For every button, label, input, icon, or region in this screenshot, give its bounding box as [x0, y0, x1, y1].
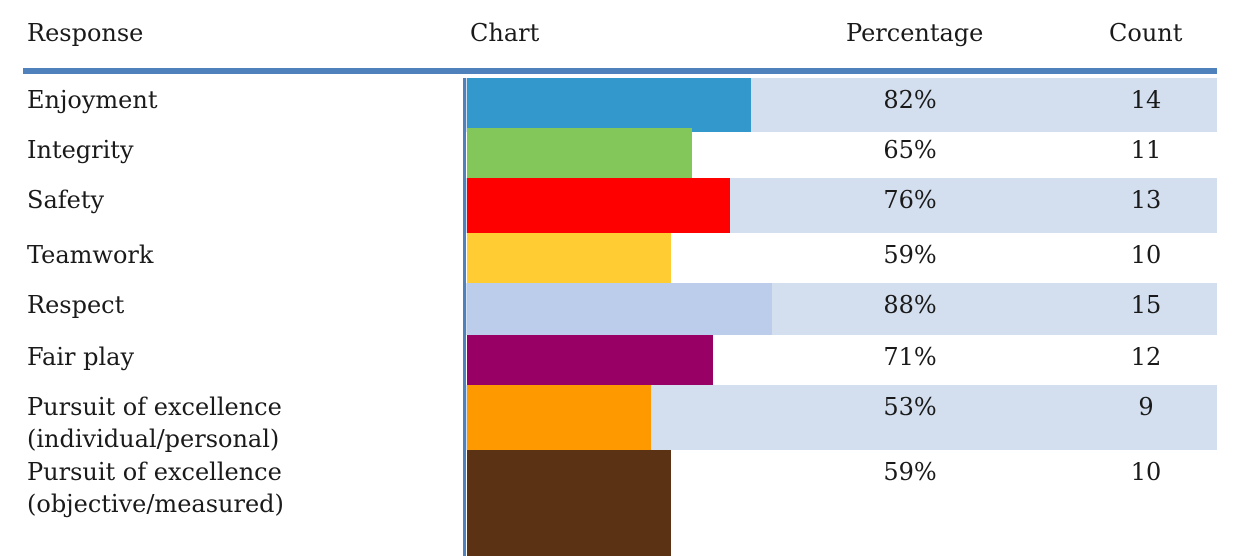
chart-axis-line — [463, 78, 466, 556]
header-count: Count — [1109, 19, 1183, 47]
table-row: Pursuit of excellence (objective/measure… — [0, 450, 1244, 556]
table-row: Pursuit of excellence (individual/person… — [0, 385, 1244, 453]
chart-bar — [467, 78, 751, 132]
table-row: Teamwork 59% 10 — [0, 233, 1244, 283]
percentage-value: 71% — [883, 343, 937, 371]
table-row: Respect 88% 15 — [0, 283, 1244, 335]
header-chart: Chart — [470, 19, 540, 47]
table-row: Safety 76% 13 — [0, 178, 1244, 233]
count-value: 11 — [1130, 136, 1162, 164]
chart-bar — [467, 450, 671, 556]
table-row: Enjoyment 82% 14 — [0, 78, 1244, 132]
response-label: Enjoyment — [27, 86, 158, 114]
percentage-value: 65% — [883, 136, 937, 164]
percentage-value: 88% — [883, 291, 937, 319]
count-value: 13 — [1130, 186, 1162, 214]
table-row: Fair play 71% 12 — [0, 335, 1244, 385]
percentage-value: 59% — [883, 241, 937, 269]
response-label: Fair play — [27, 343, 135, 371]
response-label: Pursuit of excellence (objective/measure… — [27, 458, 284, 518]
chart-bar — [467, 283, 772, 335]
chart-bar — [467, 335, 713, 385]
chart-bar — [467, 128, 692, 178]
chart-bar — [467, 178, 730, 233]
percentage-value: 76% — [883, 186, 937, 214]
chart-bar — [467, 233, 671, 283]
count-value: 15 — [1130, 291, 1162, 319]
response-label: Pursuit of excellence (individual/person… — [27, 393, 282, 453]
percentage-value: 82% — [883, 86, 937, 114]
percentage-value: 59% — [883, 458, 937, 486]
response-label: Integrity — [27, 136, 134, 164]
response-label: Safety — [27, 186, 105, 214]
chart-bar — [467, 385, 651, 450]
count-value: 9 — [1138, 393, 1154, 421]
count-value: 10 — [1130, 458, 1162, 486]
response-label: Respect — [27, 291, 125, 319]
count-value: 12 — [1130, 343, 1162, 371]
count-value: 10 — [1130, 241, 1162, 269]
percentage-value: 53% — [883, 393, 937, 421]
table-row: Integrity 65% 11 — [0, 128, 1244, 178]
header-response: Response — [27, 19, 144, 47]
response-label: Teamwork — [27, 241, 154, 269]
header-rule — [23, 68, 1217, 74]
count-value: 14 — [1130, 86, 1162, 114]
header-percentage: Percentage — [846, 19, 984, 47]
